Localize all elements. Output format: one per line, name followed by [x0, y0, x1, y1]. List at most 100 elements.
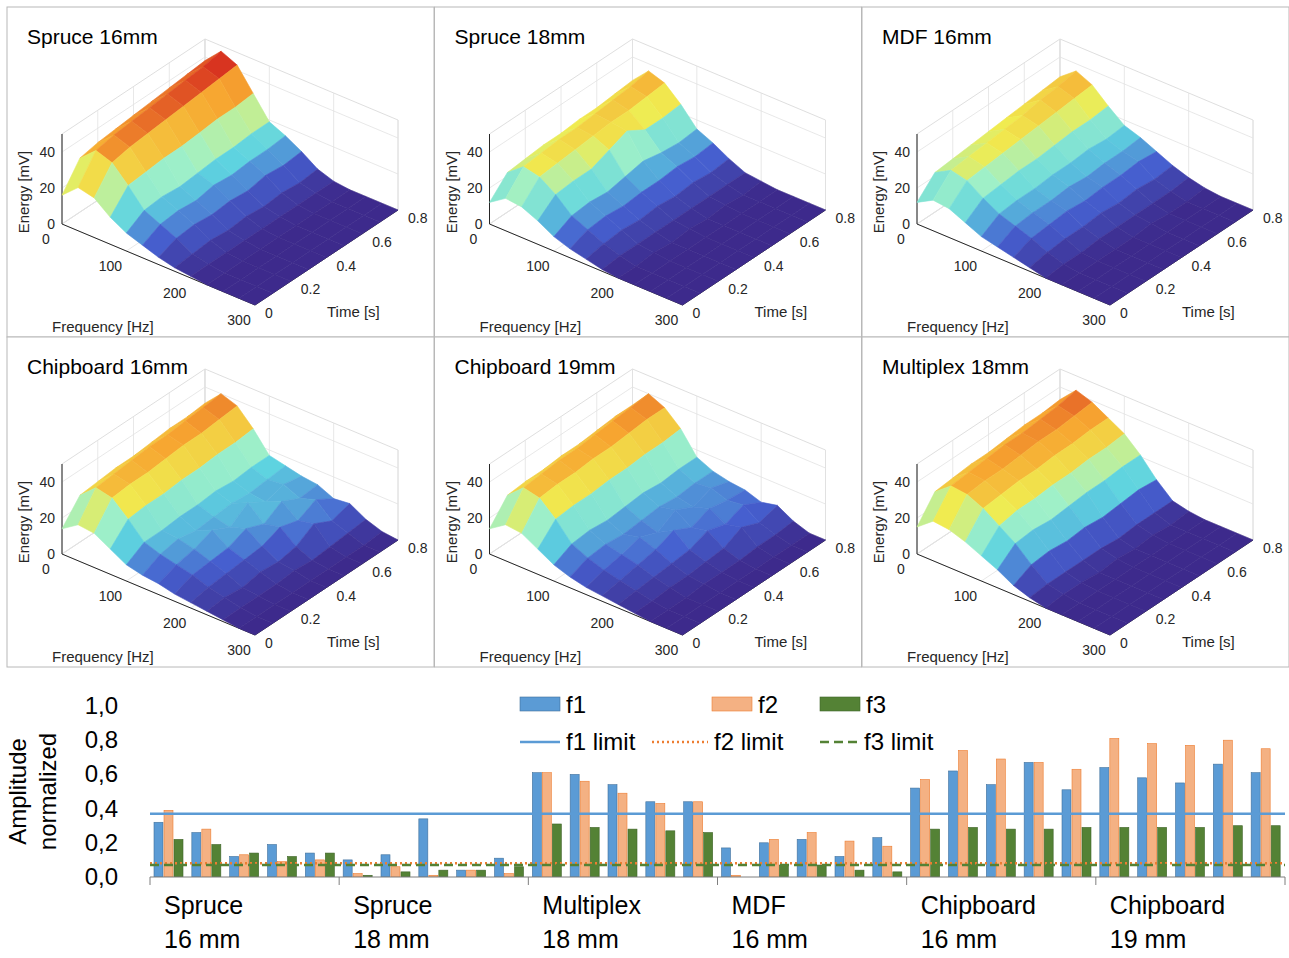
- tick-label: 100: [99, 258, 123, 274]
- grid-line: [255, 210, 398, 305]
- tick-label: 300: [1082, 642, 1106, 658]
- grid-line: [825, 120, 826, 210]
- tick-label: 0.2: [728, 611, 748, 627]
- left-wall: [62, 369, 205, 554]
- group-tick: [339, 877, 340, 885]
- surface-cell: [666, 616, 700, 635]
- surface-panel: 010020030000.20.40.60.802040Frequency [H…: [435, 337, 862, 667]
- tick-label: 300: [1082, 312, 1106, 328]
- tick-label: 0.6: [1227, 234, 1247, 250]
- axis-line: [1110, 210, 1253, 305]
- tick-label: 0.4: [337, 258, 357, 274]
- grid-line: [1188, 93, 1189, 183]
- axis-title: Time [s]: [1182, 303, 1235, 320]
- tick-label: 100: [99, 588, 123, 604]
- axis-title: Energy [mV]: [15, 481, 32, 564]
- tick-label: 300: [655, 312, 679, 328]
- surface-cell: [1094, 286, 1128, 305]
- bar: [1186, 745, 1195, 877]
- grid-line: [825, 450, 826, 540]
- tick-label: 200: [1018, 285, 1042, 301]
- legend-label: f2 limit: [714, 728, 784, 755]
- plot-area: [150, 738, 1285, 877]
- tick-label: 0.4: [764, 588, 784, 604]
- left-wall: [490, 39, 633, 224]
- axis-title: Time [s]: [755, 633, 808, 650]
- panel-frame: [435, 7, 862, 337]
- surface-panel: 010020030000.20.40.60.802040Frequency [H…: [435, 7, 862, 337]
- axis-title: Frequency [Hz]: [480, 318, 582, 335]
- figure: 010020030000.20.40.60.802040Frequency [H…: [0, 0, 1289, 958]
- tick-label: 200: [163, 615, 187, 631]
- axis-title: Energy [mV]: [443, 151, 460, 234]
- axis-title: Frequency [Hz]: [52, 318, 154, 335]
- axis-title: Time [s]: [327, 633, 380, 650]
- bar: [212, 845, 221, 877]
- tick-label: 300: [655, 642, 679, 658]
- group-label-line: 16 mm: [732, 925, 808, 953]
- tick-label: 0: [47, 216, 55, 232]
- tick-label: 20: [39, 510, 55, 526]
- panel-title: MDF 16mm: [882, 25, 992, 48]
- bar: [1006, 829, 1015, 877]
- bar: [996, 759, 1005, 877]
- tick-label: 0.2: [728, 281, 748, 297]
- legend-swatch: [712, 697, 752, 711]
- bar: [1233, 826, 1242, 877]
- tick-label: 0,2: [85, 829, 118, 856]
- bar: [467, 870, 476, 877]
- bar: [1148, 744, 1157, 877]
- bar: [1196, 827, 1205, 877]
- bar: [401, 872, 410, 877]
- tick-label: 0: [1120, 635, 1128, 651]
- grid-line: [1110, 210, 1253, 305]
- group-tick: [150, 877, 151, 885]
- group-label-line: 16 mm: [921, 925, 997, 953]
- bar: [230, 856, 239, 877]
- tick-label: 20: [467, 510, 483, 526]
- bar: [759, 843, 768, 877]
- tick-label: 0: [897, 561, 905, 577]
- group-label-line: Spruce: [164, 891, 243, 919]
- tick-label: 0: [693, 635, 701, 651]
- back-wall: [633, 39, 826, 210]
- panel-title: Chipboard 19mm: [455, 355, 616, 378]
- surface: [62, 394, 398, 635]
- surface-cell: [666, 286, 700, 305]
- bar: [949, 771, 958, 877]
- tick-label: 0.4: [764, 258, 784, 274]
- group-tick: [717, 877, 718, 885]
- tick-label: 0,0: [85, 863, 118, 890]
- limit-line: [150, 812, 1285, 815]
- axis-title: Energy [mV]: [870, 481, 887, 564]
- tick-label: 0.8: [836, 210, 856, 226]
- group-label-line: MDF: [732, 891, 786, 919]
- bar: [505, 874, 514, 877]
- bar: [845, 841, 854, 877]
- tick-label: 0.6: [1227, 564, 1247, 580]
- bar: [1213, 764, 1222, 877]
- grid-line: [683, 210, 826, 305]
- bar: [164, 810, 173, 877]
- tick-label: 0.4: [1192, 588, 1212, 604]
- grid-line: [618, 183, 761, 278]
- legend-label: f1 limit: [566, 728, 636, 755]
- axis-title: Amplitudenormalized: [4, 733, 61, 850]
- legend-label: f2: [758, 691, 778, 718]
- group-label: Chipboard19 mm: [1110, 891, 1225, 953]
- bar: [542, 773, 551, 877]
- back-wall: [205, 369, 398, 540]
- axis-line: [62, 134, 63, 224]
- surface: [490, 394, 826, 635]
- bar: [1082, 827, 1091, 877]
- surface-cell: [300, 485, 334, 500]
- bar: [893, 872, 902, 877]
- surface: [917, 71, 1253, 305]
- legend-swatch: [820, 697, 860, 711]
- tick-label: 0: [47, 546, 55, 562]
- bar: [1158, 827, 1167, 877]
- tick-label: 0.2: [301, 281, 321, 297]
- bar: [457, 870, 466, 877]
- tick-label: 0: [42, 561, 50, 577]
- tick-label: 0.6: [372, 234, 392, 250]
